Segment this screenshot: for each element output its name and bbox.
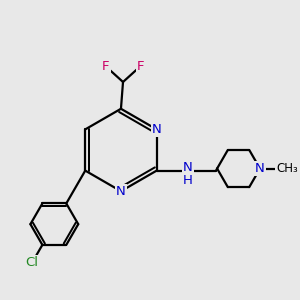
Text: CH₃: CH₃ [276, 162, 298, 175]
Text: N: N [152, 123, 161, 136]
Text: Cl: Cl [26, 256, 39, 269]
Text: N: N [183, 161, 193, 174]
Text: N: N [116, 185, 126, 198]
Text: F: F [136, 60, 144, 73]
Text: F: F [102, 60, 110, 73]
Text: H: H [183, 174, 193, 187]
Text: N: N [255, 162, 265, 175]
